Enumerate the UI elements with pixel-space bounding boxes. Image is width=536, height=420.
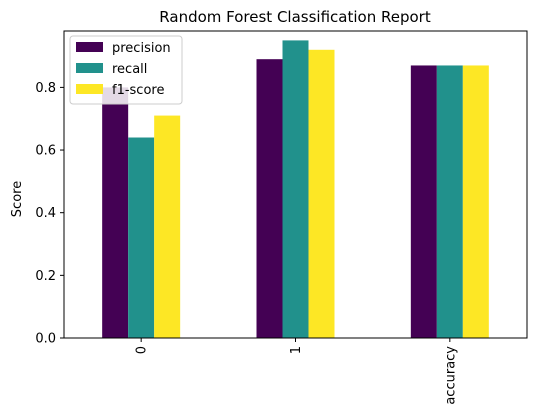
bar-recall-0 bbox=[128, 137, 155, 338]
y-tick-label: 0.4 bbox=[35, 206, 56, 221]
y-axis-label: Score bbox=[10, 181, 25, 217]
legend-label-f1-score: f1-score bbox=[112, 83, 164, 98]
y-tick-label: 0.0 bbox=[35, 332, 56, 347]
bar-precision-accuracy bbox=[410, 65, 437, 339]
x-axis-ticks: 0 1 accuracy bbox=[135, 338, 458, 405]
legend-label-recall: recall bbox=[112, 62, 147, 77]
bars-layer bbox=[102, 40, 489, 339]
bar-f1-score-1 bbox=[308, 49, 335, 339]
bar-f1-score-accuracy bbox=[462, 65, 489, 339]
legend-swatch-f1-score bbox=[76, 84, 103, 94]
legend-label-precision: precision bbox=[112, 41, 171, 56]
bar-precision-1 bbox=[256, 59, 283, 338]
y-tick-label: 0.6 bbox=[35, 144, 56, 159]
y-tick-label: 0.8 bbox=[35, 81, 56, 96]
y-tick-label: 0.2 bbox=[35, 269, 56, 284]
legend: precision recall f1-score bbox=[69, 35, 183, 105]
bar-recall-1 bbox=[282, 40, 309, 339]
x-tick-label: accuracy bbox=[443, 346, 458, 405]
legend-swatch-recall bbox=[76, 63, 103, 73]
bar-f1-score-0 bbox=[154, 115, 181, 338]
x-tick-label: 0 bbox=[135, 346, 150, 354]
legend-swatch-precision bbox=[76, 42, 103, 52]
bar-precision-0 bbox=[102, 87, 129, 338]
x-tick-label: 1 bbox=[289, 346, 304, 354]
chart-title: Random Forest Classification Report bbox=[159, 8, 431, 26]
plot-frame bbox=[63, 30, 528, 339]
bar-recall-accuracy bbox=[436, 65, 463, 339]
y-axis-ticks: 0.0 0.2 0.4 0.6 0.8 bbox=[35, 81, 64, 347]
